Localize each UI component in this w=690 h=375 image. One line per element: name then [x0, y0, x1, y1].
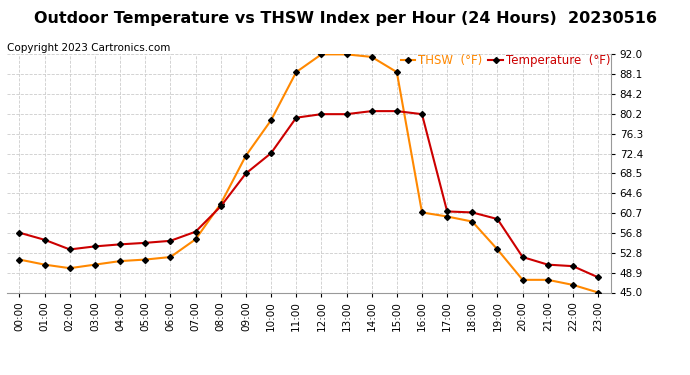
Temperature  (°F) [443, 209, 451, 214]
THSW  (°F) [91, 262, 99, 267]
Temperature  (°F) [393, 109, 401, 113]
Temperature  (°F) [191, 230, 199, 234]
Temperature  (°F) [418, 112, 426, 116]
THSW  (°F) [267, 118, 275, 123]
Temperature  (°F) [41, 237, 49, 242]
THSW  (°F) [342, 52, 351, 57]
THSW  (°F) [443, 214, 451, 219]
Temperature  (°F) [468, 210, 476, 215]
Legend: THSW  (°F), Temperature  (°F): THSW (°F), Temperature (°F) [401, 54, 611, 68]
THSW  (°F) [518, 278, 526, 282]
THSW  (°F) [368, 55, 376, 59]
Temperature  (°F) [317, 112, 326, 116]
THSW  (°F) [317, 52, 326, 57]
THSW  (°F) [191, 237, 199, 242]
Line: Temperature  (°F): Temperature (°F) [17, 109, 600, 279]
Temperature  (°F) [66, 247, 74, 252]
THSW  (°F) [393, 70, 401, 74]
Temperature  (°F) [15, 231, 23, 235]
THSW  (°F) [569, 283, 577, 287]
Temperature  (°F) [493, 217, 502, 221]
Temperature  (°F) [342, 112, 351, 116]
THSW  (°F) [66, 266, 74, 270]
THSW  (°F) [493, 247, 502, 252]
THSW  (°F) [594, 290, 602, 295]
Temperature  (°F) [368, 109, 376, 113]
Temperature  (°F) [569, 264, 577, 268]
THSW  (°F) [544, 278, 552, 282]
Text: Outdoor Temperature vs THSW Index per Hour (24 Hours)  20230516: Outdoor Temperature vs THSW Index per Ho… [34, 11, 656, 26]
THSW  (°F) [116, 259, 124, 263]
Temperature  (°F) [518, 255, 526, 259]
Text: Copyright 2023 Cartronics.com: Copyright 2023 Cartronics.com [7, 43, 170, 53]
Temperature  (°F) [141, 241, 150, 245]
THSW  (°F) [166, 255, 175, 259]
THSW  (°F) [468, 219, 476, 224]
Temperature  (°F) [91, 244, 99, 249]
Temperature  (°F) [292, 116, 300, 120]
THSW  (°F) [217, 202, 225, 206]
Temperature  (°F) [116, 242, 124, 247]
Temperature  (°F) [267, 151, 275, 155]
THSW  (°F) [15, 257, 23, 262]
Temperature  (°F) [217, 204, 225, 209]
Line: THSW  (°F): THSW (°F) [17, 52, 600, 295]
Temperature  (°F) [544, 262, 552, 267]
Temperature  (°F) [166, 238, 175, 243]
Temperature  (°F) [594, 275, 602, 279]
Temperature  (°F) [241, 171, 250, 176]
THSW  (°F) [141, 257, 150, 262]
THSW  (°F) [292, 70, 300, 74]
THSW  (°F) [241, 153, 250, 158]
THSW  (°F) [41, 262, 49, 267]
THSW  (°F) [418, 210, 426, 215]
